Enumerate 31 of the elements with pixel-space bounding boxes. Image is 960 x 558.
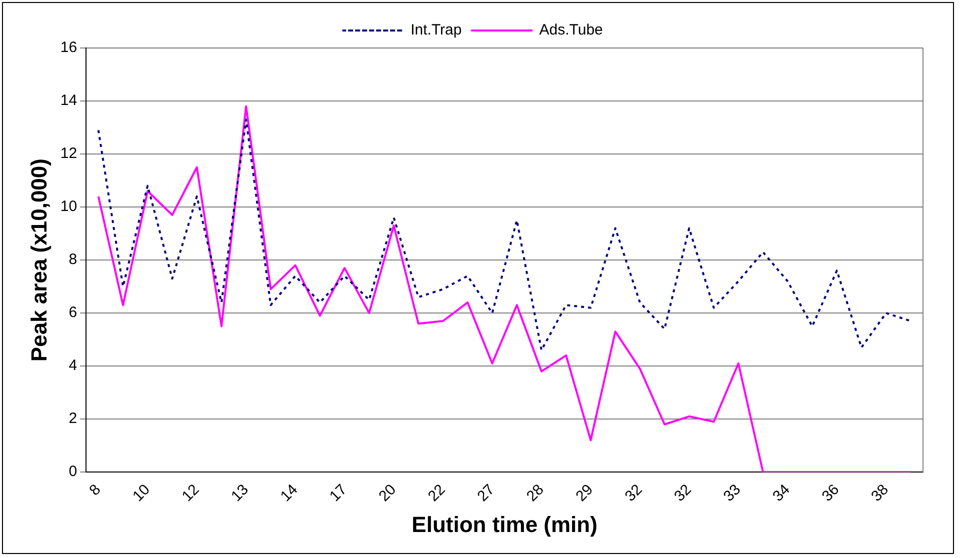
x-tick-label: 13 xyxy=(228,481,252,505)
legend-label: Int.Trap xyxy=(410,22,462,39)
x-tick-label: 34 xyxy=(770,481,794,505)
x-tick-label: 29 xyxy=(572,481,596,505)
y-tick-label: 12 xyxy=(60,145,78,162)
x-tick-label: 8 xyxy=(86,481,104,500)
x-tick-label: 27 xyxy=(474,481,498,505)
y-tick-label: 16 xyxy=(60,39,78,56)
x-tick-label: 32 xyxy=(671,481,695,505)
y-tick-label: 0 xyxy=(68,463,78,480)
x-tick-label: 32 xyxy=(622,481,646,505)
x-tick-label: 36 xyxy=(818,481,843,505)
x-tick-label: 14 xyxy=(277,481,302,505)
y-tick-label: 14 xyxy=(60,92,78,110)
x-tick-label: 20 xyxy=(376,481,400,505)
x-tick-label: 28 xyxy=(523,481,548,505)
x-tick-label: 17 xyxy=(326,481,350,505)
x-axis-title: Elution time (min) xyxy=(412,512,598,537)
y-tick-label: 8 xyxy=(68,251,78,268)
y-tick-label: 2 xyxy=(68,410,78,428)
line-series xyxy=(97,118,912,352)
y-tick-label: 4 xyxy=(68,357,78,374)
x-tick-label: 38 xyxy=(868,481,892,505)
y-tick-label: 10 xyxy=(60,198,78,216)
x-tick-label: 22 xyxy=(424,481,449,505)
x-tick-label: 12 xyxy=(178,481,203,505)
y-axis-title: Peak area (x10,000) xyxy=(26,158,52,362)
y-tick-label: 6 xyxy=(68,304,78,322)
x-tick-label: 33 xyxy=(720,481,744,505)
x-tick-label: 10 xyxy=(130,481,154,505)
legend-label: Ads.Tube xyxy=(539,22,603,39)
